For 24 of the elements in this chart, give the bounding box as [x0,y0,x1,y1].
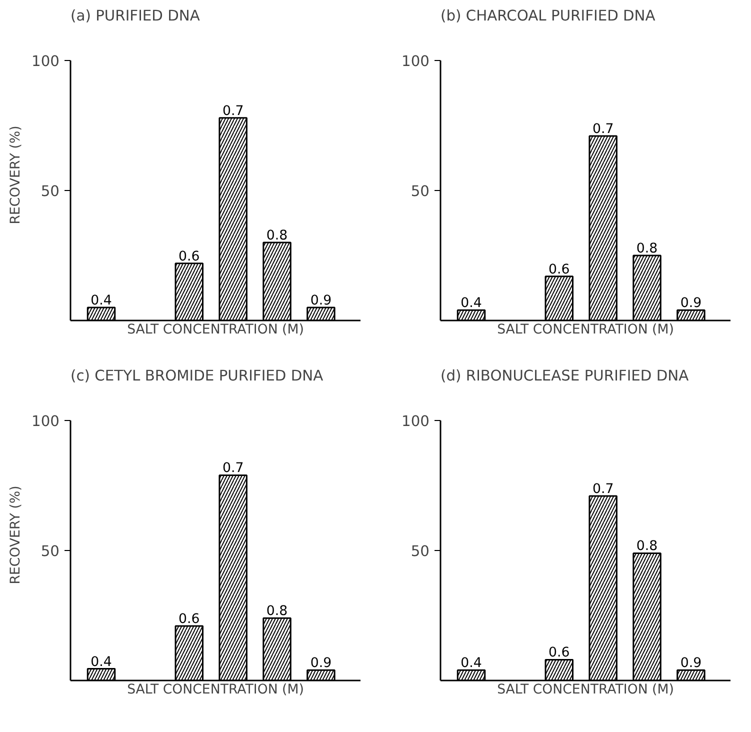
chart-title: (b) CHARCOAL PURIFIED DNA [440,8,656,24]
y-tick-label: 100 [32,413,60,430]
chart-title: (a) PURIFIED DNA [70,8,200,24]
category-label: 0.8 [636,539,658,554]
category-label: 0.8 [636,242,658,257]
category-label: 0.7 [592,482,614,498]
category-label: 0.6 [548,646,570,661]
category-label: 0.6 [548,262,570,278]
y-tick-label: 50 [40,183,60,200]
y-tick-label: 100 [402,53,430,70]
y-tick-label: 100 [402,413,430,430]
y-tick-label: 50 [410,183,430,200]
y-axis-title: RECOVERY (%) [8,486,24,584]
chart-title: (c) CETYL BROMIDE PURIFIED DNA [70,368,324,384]
chart-title: (d) RIBONUCLEASE PURIFIED DNA [440,368,689,384]
x-axis-title: SALT CONCENTRATION (M) [497,322,674,338]
x-axis-title: SALT CONCENTRATION (M) [127,322,304,338]
category-label: 0.7 [592,122,614,138]
y-tick-label: 100 [32,53,60,70]
x-axis-title: SALT CONCENTRATION (M) [497,682,674,698]
y-axis-title: RECOVERY (%) [8,126,24,224]
y-tick-label: 50 [410,543,430,560]
x-axis-title: SALT CONCENTRATION (M) [127,682,304,698]
y-tick-label: 50 [40,543,60,560]
